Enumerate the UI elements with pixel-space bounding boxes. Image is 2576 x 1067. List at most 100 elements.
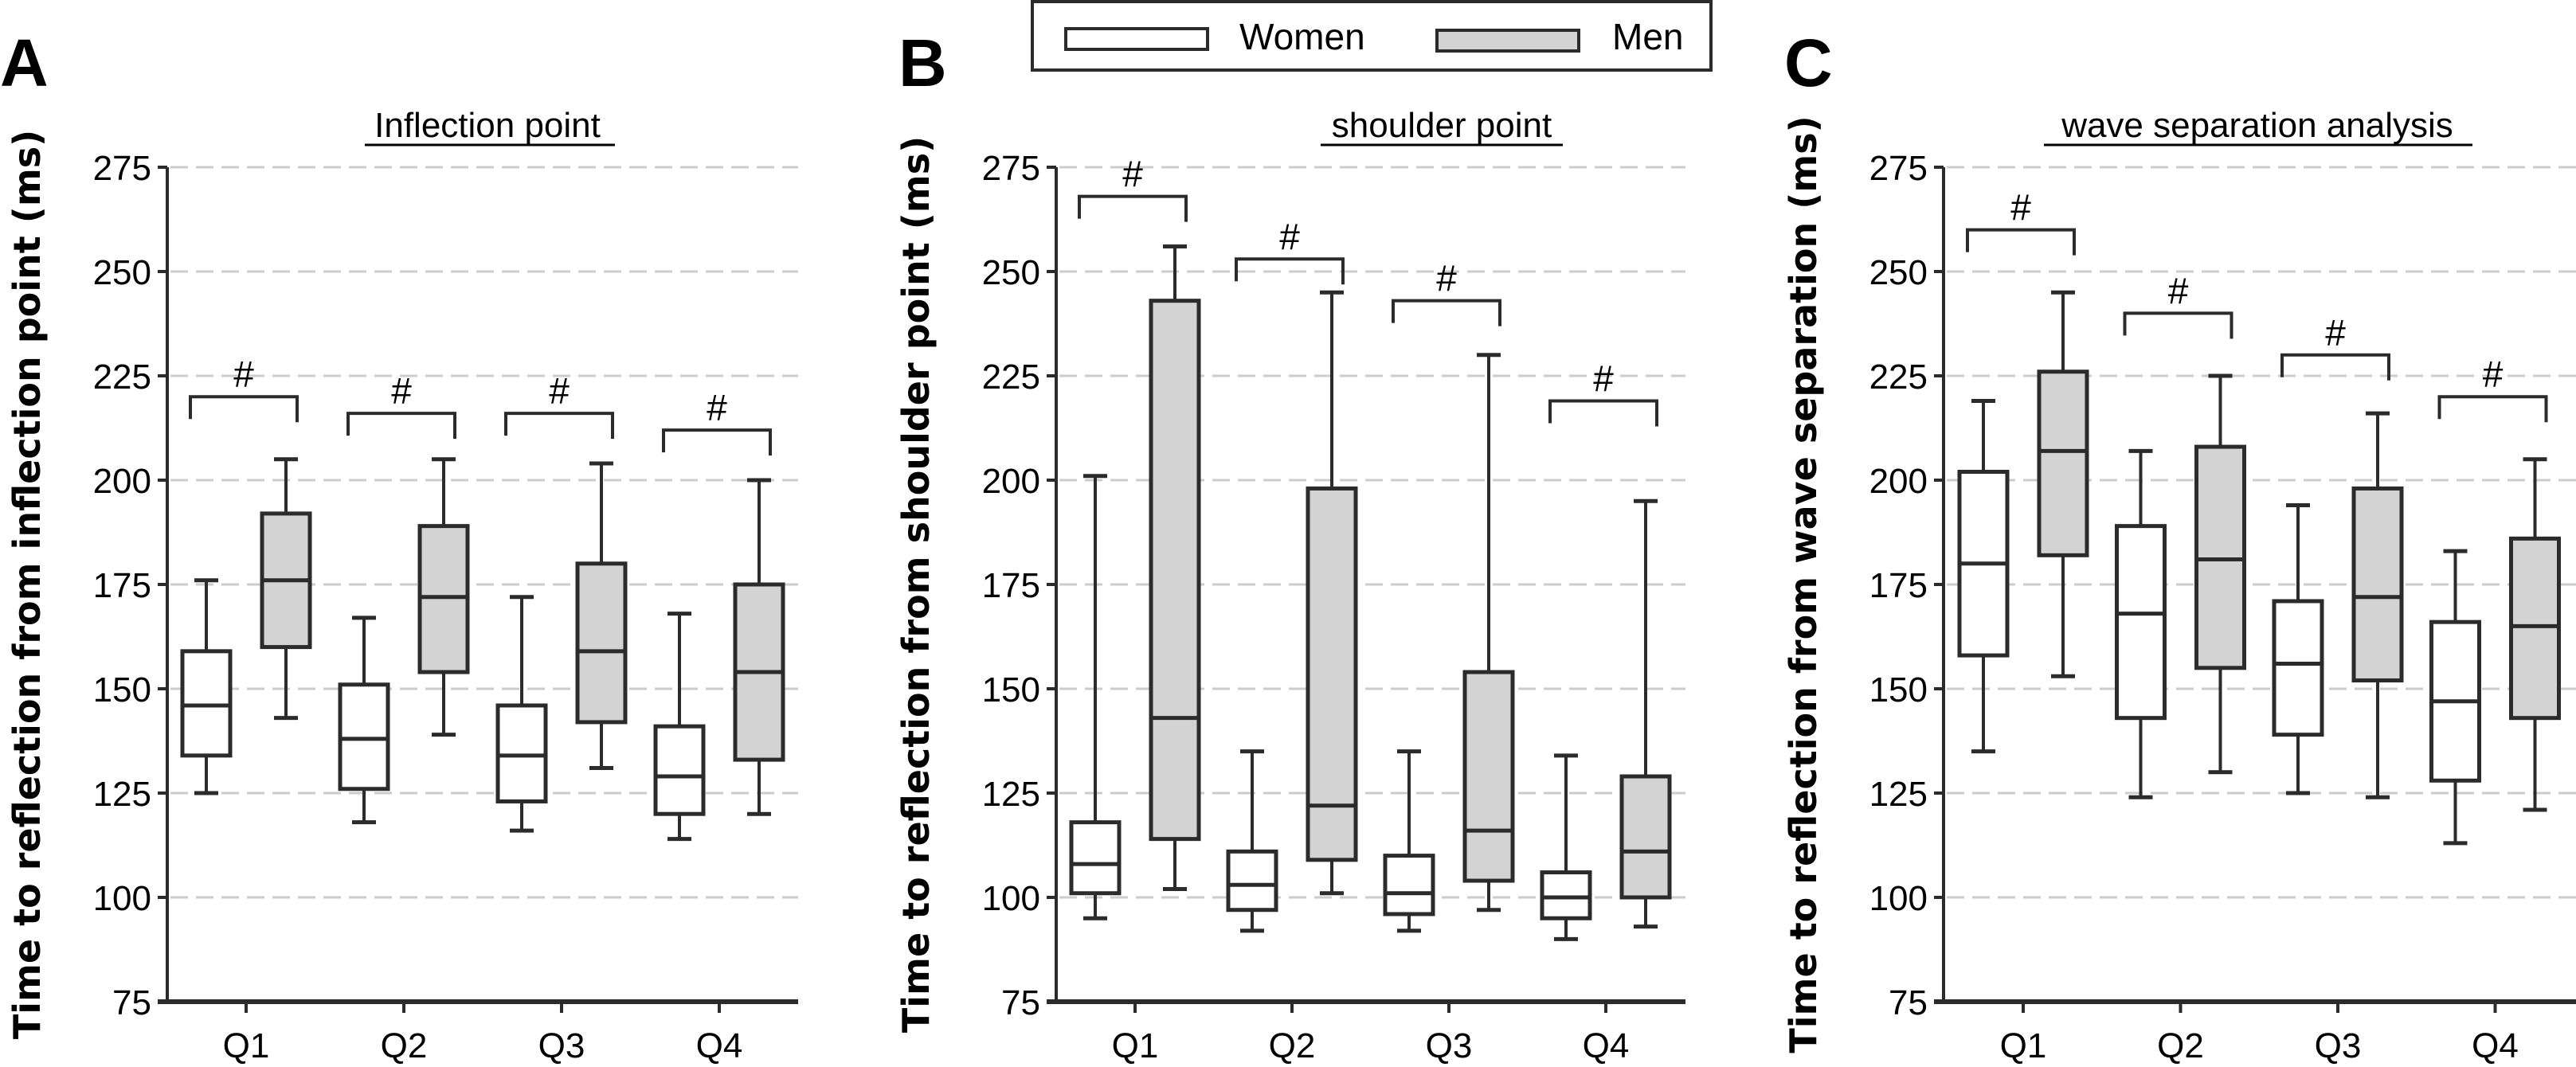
box-iqr [653, 724, 706, 816]
y-tick-label: 125 [982, 775, 1040, 814]
panel-b-y-axis-label: Time to reflection from shoulder point (… [895, 136, 938, 1033]
y-tick-label: 225 [1869, 358, 1928, 397]
box-iqr [1226, 849, 1278, 913]
box-women-q4 [653, 612, 706, 842]
y-tick-label: 175 [1869, 566, 1928, 605]
panel-a-y-ticks: 75 100 125 150 175 200 225 250 275 [93, 149, 167, 1022]
significance-bracket: # [2437, 354, 2548, 423]
significance-marker: # [2483, 354, 2504, 395]
significance-marker: # [2325, 312, 2346, 354]
bracket-line [504, 412, 614, 440]
box-women-q2 [2115, 448, 2167, 799]
bracket-line [2280, 353, 2390, 381]
panel-c: C wave separation analysis Time to refle… [1782, 25, 2576, 1065]
bracket-line [2437, 395, 2548, 423]
box-women-q2 [1226, 749, 1278, 933]
box-men-q4 [733, 478, 785, 816]
y-tick-label: 100 [982, 879, 1040, 918]
y-tick-label: 275 [982, 149, 1040, 188]
significance-marker: # [1436, 258, 1457, 299]
panel-a: A Inflection point Time to reflection fr… [0, 25, 798, 1065]
x-tick-label: Q2 [1269, 1026, 1316, 1065]
panel-a-annotations: # # # # [189, 354, 772, 456]
bracket-line [662, 428, 772, 456]
bracket-line [1392, 299, 1501, 326]
legend-swatch-women [1064, 27, 1209, 51]
panel-b-title: shoulder point [1332, 106, 1552, 145]
box-men-q3 [2351, 411, 2404, 799]
legend-label-women: Women [1239, 16, 1365, 57]
box-iqr [338, 682, 390, 791]
box-iqr [1306, 486, 1358, 862]
y-tick-label: 225 [982, 358, 1040, 397]
bracket-line [1548, 399, 1658, 427]
x-tick-label: Q2 [381, 1026, 428, 1065]
y-tick-label: 275 [1869, 149, 1928, 188]
box-women-q1 [180, 578, 233, 795]
y-tick-label: 250 [1869, 253, 1928, 292]
box-iqr [2037, 369, 2089, 557]
significance-bracket: # [1392, 258, 1501, 326]
significance-bracket: # [1966, 187, 2076, 256]
panel-a-boxes [180, 457, 785, 842]
legend-swatch-men [1435, 29, 1580, 53]
y-tick-label: 175 [982, 566, 1040, 605]
y-tick-label: 150 [93, 670, 151, 709]
box-iqr [417, 524, 470, 674]
significance-bracket: # [2123, 270, 2233, 339]
x-tick-label: Q1 [2000, 1026, 2047, 1065]
significance-bracket: # [1078, 154, 1188, 222]
panel-c-boxes [1957, 290, 2561, 846]
x-tick-label: Q4 [1583, 1026, 1630, 1065]
significance-bracket: # [504, 370, 614, 440]
panel-c-y-axis-label: Time to reflection from wave separation … [1782, 115, 1825, 1053]
y-tick-label: 200 [1869, 462, 1928, 501]
panel-letter-b: B [898, 25, 947, 100]
y-tick-label: 150 [982, 670, 1040, 709]
panel-a-title: Inflection point [374, 106, 601, 145]
y-tick-label: 175 [93, 566, 151, 605]
x-tick-label: Q1 [223, 1026, 270, 1065]
box-iqr [1069, 820, 1122, 896]
box-men-q1 [2037, 290, 2089, 678]
box-men-q2 [2194, 373, 2246, 775]
legend: Women Men [1031, 0, 1713, 72]
y-tick-label: 75 [1001, 983, 1040, 1022]
y-tick-label: 75 [112, 983, 151, 1022]
bracket-line [189, 395, 299, 423]
box-women-q2 [338, 616, 390, 825]
box-women-q3 [2272, 502, 2324, 795]
box-iqr [2115, 524, 2167, 721]
panel-c-title: wave separation analysis [2061, 106, 2453, 145]
box-iqr [1540, 870, 1592, 920]
bracket-line [1235, 257, 1345, 285]
significance-bracket: # [1235, 216, 1345, 285]
panel-c-annotations: # # # # [1966, 187, 2548, 423]
panel-b-x-ticks: Q1 Q2 Q3 Q4 [1112, 1002, 1630, 1065]
significance-marker: # [1279, 216, 1300, 257]
box-men-q3 [1462, 353, 1515, 913]
panel-c-y-ticks: 75 100 125 150 175 200 225 250 275 [1869, 149, 1944, 1022]
y-tick-label: 200 [93, 462, 151, 501]
box-iqr [1619, 774, 1672, 900]
significance-marker: # [707, 387, 727, 428]
panel-a-y-axis-label: Time to reflection from inflection point… [6, 130, 49, 1039]
significance-bracket: # [189, 354, 299, 423]
x-tick-label: Q1 [1112, 1026, 1159, 1065]
y-tick-label: 250 [982, 253, 1040, 292]
box-men-q2 [417, 457, 470, 737]
significance-marker: # [233, 354, 254, 395]
y-tick-label: 125 [93, 775, 151, 814]
panel-letter-a: A [0, 25, 49, 100]
x-tick-label: Q4 [696, 1026, 743, 1065]
panel-b: B shoulder point Time to reflection from… [895, 25, 1685, 1065]
panel-c-x-ticks: Q1 Q2 Q3 Q4 [2000, 1002, 2519, 1065]
y-tick-label: 100 [93, 879, 151, 918]
x-tick-label: Q3 [1426, 1026, 1473, 1065]
bracket-line [2123, 311, 2233, 339]
box-women-q4 [2429, 549, 2481, 846]
box-iqr [2194, 444, 2246, 670]
box-men-q1 [1149, 244, 1201, 892]
y-tick-label: 100 [1869, 879, 1928, 918]
x-tick-label: Q2 [2157, 1026, 2204, 1065]
